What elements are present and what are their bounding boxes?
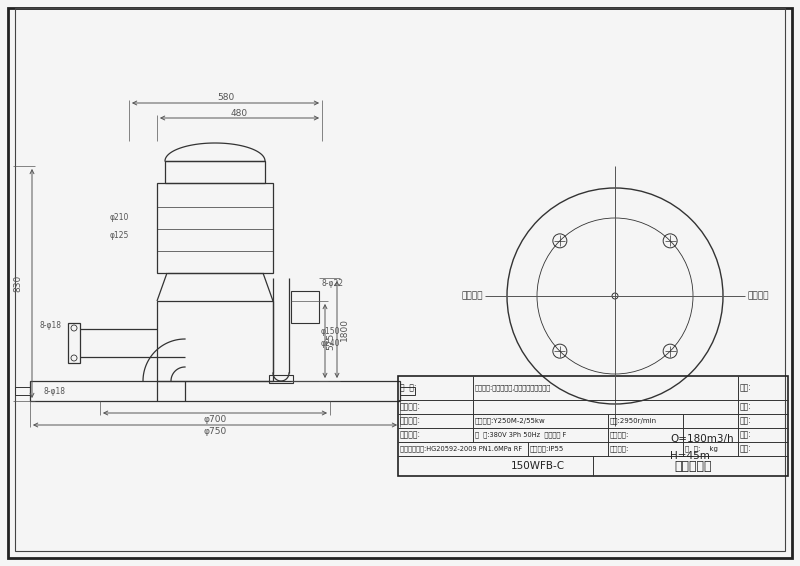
Text: 项目名称:: 项目名称: — [400, 402, 421, 411]
Text: 安装尺寸图: 安装尺寸图 — [674, 460, 712, 473]
Text: 8-φ18: 8-φ18 — [44, 387, 66, 396]
Text: 防护等级:IP55: 防护等级:IP55 — [530, 445, 564, 452]
Text: 830: 830 — [14, 275, 22, 292]
Text: 批准:: 批准: — [740, 431, 752, 440]
Text: φ240: φ240 — [321, 338, 341, 348]
Text: 用  户:: 用 户: — [400, 384, 417, 392]
Text: 480: 480 — [231, 109, 248, 118]
Text: 编制:: 编制: — [740, 384, 752, 392]
Text: φ210: φ210 — [110, 213, 129, 222]
Text: 电  源:380V 3Ph 50Hz  绶缘等级 F: 电 源:380V 3Ph 50Hz 绶缘等级 F — [475, 432, 566, 438]
Bar — [269, 375, 293, 383]
Text: 1800: 1800 — [339, 318, 349, 341]
Text: Q=180m3/h: Q=180m3/h — [670, 434, 734, 444]
Text: 执行法兰标准:HG20592-2009 PN1.6MPa RF: 执行法兰标准:HG20592-2009 PN1.6MPa RF — [400, 445, 522, 452]
Text: φ150: φ150 — [321, 327, 341, 336]
Text: 575: 575 — [326, 332, 335, 350]
Text: 日期:: 日期: — [740, 444, 752, 453]
Text: φ125: φ125 — [110, 230, 129, 239]
Text: 580: 580 — [217, 93, 234, 102]
Text: 转速:2950r/min: 转速:2950r/min — [610, 418, 657, 424]
Bar — [157, 183, 273, 273]
Bar — [398, 376, 788, 476]
Text: 设备位号:: 设备位号: — [400, 417, 421, 426]
Text: 审核:: 审核: — [740, 417, 752, 426]
Text: 防爆等级:: 防爆等级: — [610, 445, 630, 452]
Text: 8-φ22: 8-φ22 — [321, 278, 343, 288]
Bar — [30, 381, 400, 401]
Text: 旋转方向:从电机端看,泵为逆时针方向转动: 旋转方向:从电机端看,泵为逆时针方向转动 — [475, 385, 551, 391]
Text: 冲洗流量:: 冲洗流量: — [610, 432, 630, 438]
Bar — [15, 387, 30, 395]
Bar — [400, 387, 415, 395]
Bar — [165, 161, 265, 183]
Text: 出口法兰: 出口法兰 — [462, 291, 483, 301]
Text: φ700: φ700 — [203, 415, 226, 424]
Text: 电机型号:Y250M-2/55kw: 电机型号:Y250M-2/55kw — [475, 418, 546, 424]
Bar — [157, 301, 273, 381]
Text: 进口法兰: 进口法兰 — [747, 291, 769, 301]
Text: 8-φ18: 8-φ18 — [39, 320, 61, 329]
Bar — [291, 291, 319, 323]
Text: 总  重:    kg: 总 重: kg — [685, 445, 718, 452]
Text: 设备名称:: 设备名称: — [400, 431, 421, 440]
Text: H=45m: H=45m — [670, 451, 710, 461]
Text: 编制:: 编制: — [740, 402, 752, 411]
Bar — [68, 323, 80, 363]
Text: 150WFB-C: 150WFB-C — [511, 461, 565, 471]
Text: φ750: φ750 — [203, 427, 226, 436]
